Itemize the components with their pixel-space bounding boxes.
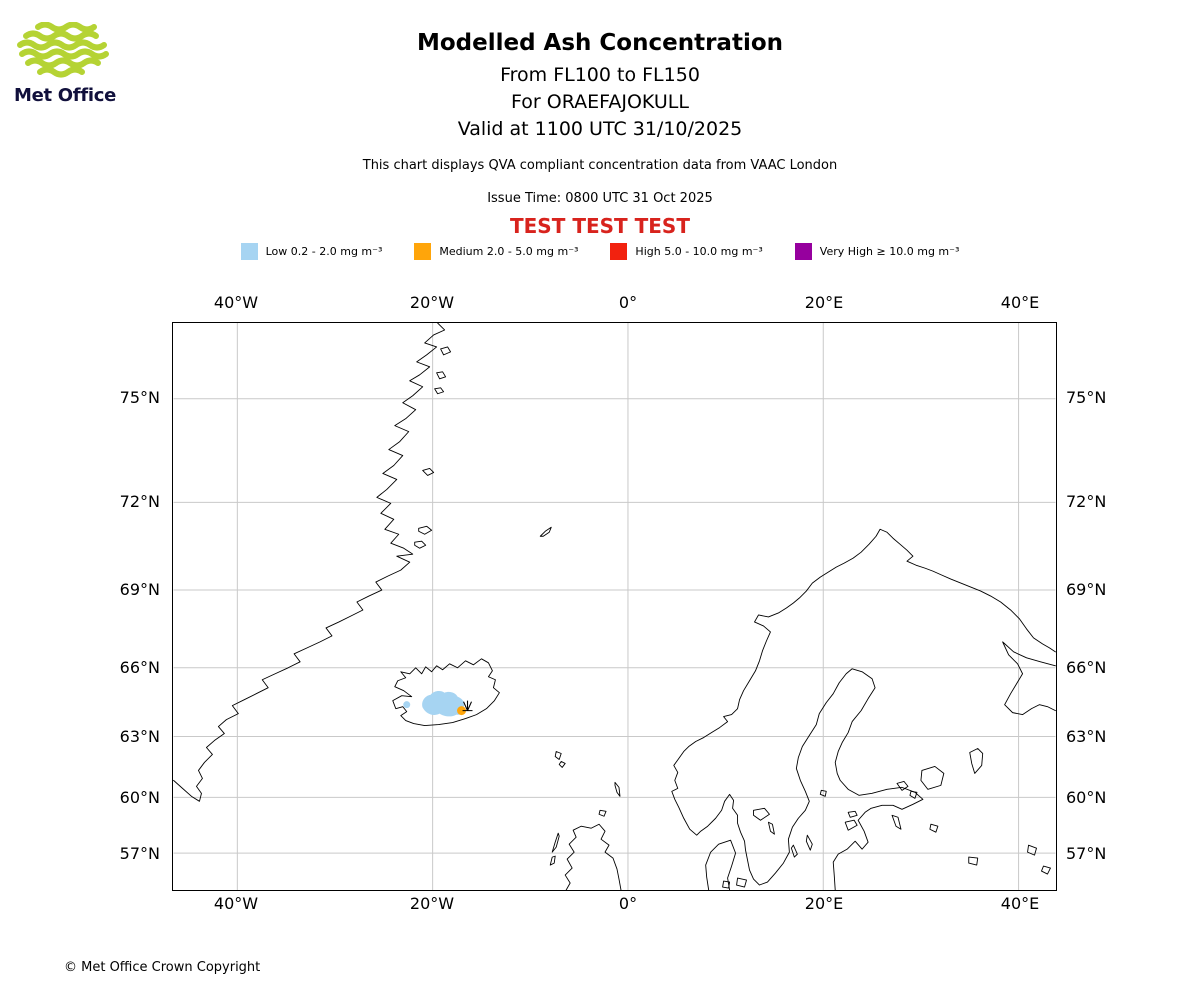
- issue-time: Issue Time: 0800 UTC 31 Oct 2025: [487, 191, 713, 206]
- lat-label-left-66n: 66°N: [119, 658, 160, 677]
- coastline-danish-islands: [722, 877, 747, 889]
- lat-label-left-57n: 57°N: [119, 844, 160, 863]
- lon-label-top-0: 0°: [618, 293, 638, 312]
- coastline-greenland: [173, 323, 446, 802]
- legend-swatch-low: [240, 243, 258, 260]
- lon-label-top-20w: 20°W: [409, 293, 455, 312]
- chart-description: This chart displays QVA compliant concen…: [362, 158, 838, 173]
- lon-label-top-20e: 20°E: [804, 293, 844, 312]
- coastline-white-sea: [1002, 641, 1056, 716]
- logo-text: Met Office: [14, 85, 117, 106]
- coastline-scandinavia-baltic: [671, 528, 1056, 890]
- lon-label-top-40e: 40°E: [1000, 293, 1040, 312]
- coastline-iceland: [392, 658, 500, 727]
- legend-label-low: Low 0.2 - 2.0 mg m⁻³: [265, 245, 383, 258]
- ash-plume-low-area: [422, 690, 465, 717]
- ash-overlay: [403, 690, 473, 717]
- lat-label-right-66n: 66°N: [1066, 658, 1107, 677]
- coastline-baltic-islands: [790, 789, 858, 858]
- legend-swatch-high: [610, 243, 628, 260]
- lat-label-right-57n: 57°N: [1066, 844, 1107, 863]
- logo-waves-icon: [17, 21, 109, 78]
- legend-label-medium: Medium 2.0 - 5.0 mg m⁻³: [439, 245, 579, 258]
- ash-plume-medium-dot: [457, 706, 467, 716]
- map-frame: [172, 322, 1057, 891]
- subtitle-flight-levels: From FL100 to FL150: [500, 64, 700, 86]
- coastline-scotland: [564, 823, 622, 890]
- coastline-greenland-islands: [414, 346, 452, 549]
- subtitle-valid-time: Valid at 1100 UTC 31/10/2025: [457, 118, 743, 140]
- lat-label-right-72n: 72°N: [1066, 492, 1107, 511]
- subtitle-volcano: For ORAEFAJOKULL: [511, 91, 689, 113]
- lon-label-bottom-20w: 20°W: [409, 894, 455, 913]
- lat-label-right-63n: 63°N: [1066, 727, 1107, 746]
- legend-label-very-high: Very High ≥ 10.0 mg m⁻³: [819, 245, 960, 258]
- legend-label-high: High 5.0 - 10.0 mg m⁻³: [635, 245, 763, 258]
- coastline-shetland: [614, 781, 621, 797]
- map-svg: [173, 323, 1056, 890]
- coastlines: [173, 323, 1056, 890]
- lat-label-right-60n: 60°N: [1066, 788, 1107, 807]
- volcano-eruption-icon: [462, 700, 473, 712]
- lat-label-left-60n: 60°N: [119, 788, 160, 807]
- legend-item-medium: Medium 2.0 - 5.0 mg m⁻³: [414, 243, 578, 260]
- lat-label-right-75n: 75°N: [1066, 388, 1107, 407]
- legend-swatch-medium: [414, 243, 432, 260]
- lat-label-left-63n: 63°N: [119, 727, 160, 746]
- lon-label-top-40w: 40°W: [213, 293, 259, 312]
- lon-label-bottom-20e: 20°E: [804, 894, 844, 913]
- lat-label-left-75n: 75°N: [119, 388, 160, 407]
- legend-item-very-high: Very High ≥ 10.0 mg m⁻³: [794, 243, 960, 260]
- lat-label-left-69n: 69°N: [119, 580, 160, 599]
- title-block: Modelled Ash Concentration From FL100 to…: [0, 30, 1200, 143]
- coastline-faroe-islands: [554, 751, 566, 768]
- lakes: [753, 748, 1051, 875]
- lon-label-bottom-40w: 40°W: [213, 894, 259, 913]
- coastline-denmark: [705, 839, 737, 890]
- concentration-legend: Low 0.2 - 2.0 mg m⁻³ Medium 2.0 - 5.0 mg…: [0, 243, 1200, 260]
- page-title: Modelled Ash Concentration: [416, 30, 784, 56]
- ash-plume-low-west-blob: [403, 701, 411, 709]
- legend-item-high: High 5.0 - 10.0 mg m⁻³: [610, 243, 763, 260]
- lon-label-bottom-40e: 40°E: [1000, 894, 1040, 913]
- legend-swatch-very-high: [794, 243, 812, 260]
- met-office-logo: Met Office: [14, 21, 118, 106]
- lat-label-right-69n: 69°N: [1066, 580, 1107, 599]
- lat-label-left-72n: 72°N: [119, 492, 160, 511]
- legend-item-low: Low 0.2 - 2.0 mg m⁻³: [240, 243, 383, 260]
- coastline-orkney: [598, 809, 607, 817]
- graticule-grid: [173, 323, 1056, 890]
- coastline-jan-mayen: [539, 526, 552, 537]
- test-banner: TEST TEST TEST: [510, 214, 690, 238]
- footer-copyright: © Met Office Crown Copyright: [64, 960, 261, 975]
- coastline-hebrides: [549, 832, 560, 866]
- lon-label-bottom-0: 0°: [618, 894, 638, 913]
